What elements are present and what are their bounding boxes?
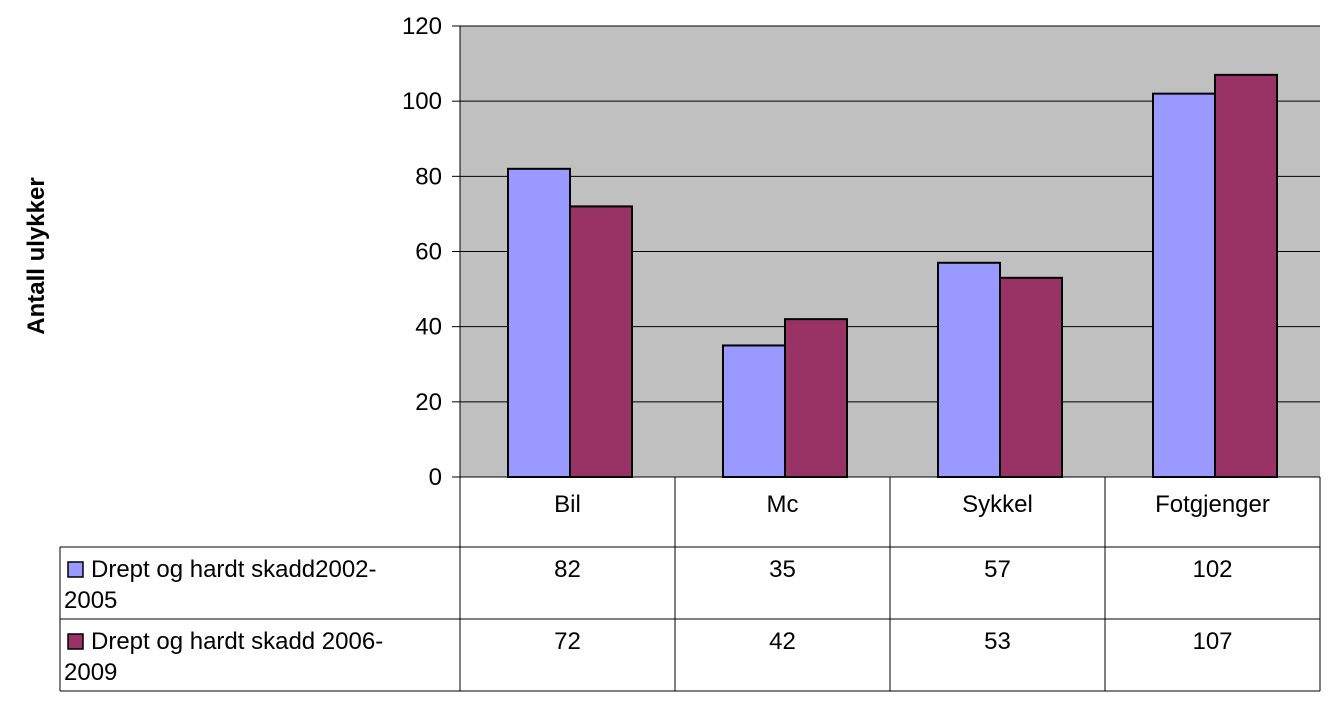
- data-label: 82: [554, 556, 581, 583]
- data-label: 53: [984, 628, 1011, 655]
- legend-label: Drept og hardt skadd2002-2005: [64, 556, 377, 614]
- bar-series-1-mc: [722, 344, 786, 479]
- y-tick-label: 80: [415, 163, 442, 190]
- legend-swatch: [67, 561, 84, 578]
- bar-series-2-bil: [569, 205, 633, 478]
- y-axis: 0 20 40 60 80 100 120: [402, 13, 1320, 491]
- x-tick-label: Bil: [554, 491, 581, 518]
- y-tick-label: 120: [402, 13, 442, 40]
- bar-series-1-bil: [507, 167, 571, 478]
- x-tick-label: Fotgjenger: [1155, 491, 1270, 518]
- y-tick-label: 100: [402, 88, 442, 115]
- bars: [507, 73, 1278, 479]
- legend-swatch: [67, 633, 84, 650]
- y-axis-label: Antall ulykker: [23, 177, 50, 334]
- y-tick-label: 0: [429, 464, 442, 491]
- data-label: 42: [769, 628, 796, 655]
- y-tick-label: 60: [415, 239, 442, 266]
- x-tick-label: Mc: [767, 491, 799, 518]
- y-tick-label: 40: [415, 314, 442, 341]
- data-label: 35: [769, 556, 796, 583]
- data-label: 72: [554, 628, 581, 655]
- data-table: Bil Mc Sykkel Fotgjenger Drept og hardt skad…: [59, 477, 1321, 692]
- y-tick-label: 20: [415, 389, 442, 416]
- x-tick-label: Sykkel: [962, 491, 1033, 518]
- bar-series-1-fotgjenger: [1152, 92, 1216, 479]
- bar-series-2-fotgjenger: [1214, 73, 1278, 478]
- data-label: 102: [1192, 556, 1232, 583]
- data-label: 107: [1192, 628, 1232, 655]
- bar-series-2-mc: [784, 318, 848, 478]
- data-label: 57: [984, 556, 1011, 583]
- bar-series-2-sykkel: [999, 276, 1063, 478]
- legend-label: Drept og hardt skadd 2006-2009: [64, 628, 383, 686]
- bar-series-1-sykkel: [937, 261, 1001, 478]
